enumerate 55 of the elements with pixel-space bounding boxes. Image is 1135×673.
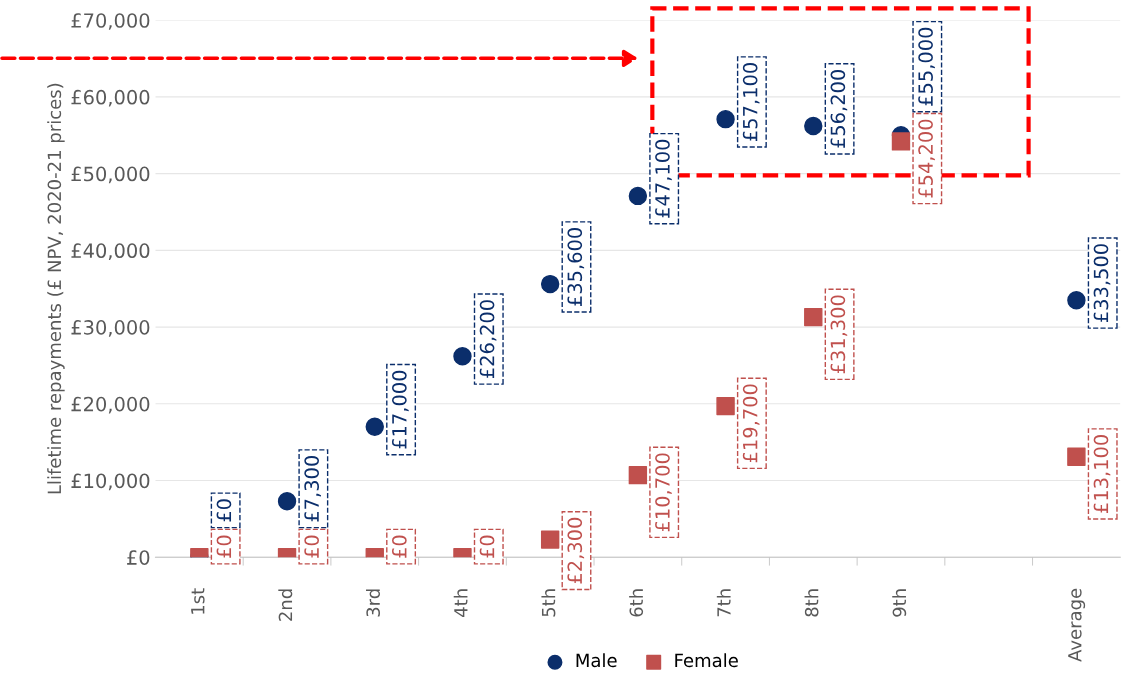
data-label: £26,200 <box>479 300 497 379</box>
data-label: £33,500 <box>1093 244 1111 323</box>
data-label: £47,100 <box>655 139 672 218</box>
y-tick-label: £20,000 <box>71 396 150 414</box>
legend-label: Male <box>576 653 617 668</box>
point <box>277 492 297 511</box>
point <box>1067 291 1086 310</box>
x-tick-label: 7th <box>716 589 731 617</box>
x-tick-label: 5th <box>541 589 556 617</box>
point <box>716 109 735 129</box>
point <box>453 347 472 366</box>
point <box>1067 447 1086 466</box>
data-label: £0 <box>392 535 407 558</box>
point <box>804 307 823 327</box>
y-tick-label: £0 <box>127 550 150 565</box>
x-tick-label: 2nd <box>278 589 293 621</box>
data-label: £0 <box>216 499 232 522</box>
point <box>540 530 560 549</box>
data-label: £17,000 <box>392 370 409 449</box>
legend-label: Female <box>675 653 738 668</box>
y-tick-label: £70,000 <box>71 13 150 30</box>
y-tick-label: £30,000 <box>71 320 150 337</box>
point <box>804 116 823 136</box>
data-label: £57,100 <box>742 63 760 141</box>
x-tick-label: 9th <box>892 589 907 617</box>
y-tick-label: £10,000 <box>71 473 150 491</box>
x-tick-label: Average <box>1068 588 1086 662</box>
data-label: £2,300 <box>567 517 585 584</box>
x-tick-label: 4th <box>453 589 468 617</box>
point <box>540 274 560 294</box>
point <box>365 417 384 437</box>
data-label: £56,200 <box>830 69 848 148</box>
y-tick-label: £40,000 <box>71 243 150 260</box>
data-label: £35,600 <box>567 228 585 306</box>
y-tick-label: £60,000 <box>71 89 150 107</box>
data-label: £31,300 <box>830 295 848 374</box>
point <box>628 186 648 206</box>
data-label: £13,100 <box>1093 435 1111 513</box>
point <box>891 132 911 151</box>
data-label: £0 <box>479 535 495 558</box>
point <box>628 465 648 485</box>
data-label: £10,700 <box>655 453 672 532</box>
y-axis-title: Llifetime repayments (£ NPV, 2020-21 prices) <box>47 83 65 494</box>
x-tick-label: 6th <box>629 589 644 617</box>
data-label: £7,300 <box>304 455 321 522</box>
data-label: £0 <box>216 535 232 558</box>
data-label: £55,000 <box>918 27 935 106</box>
x-tick-label: 3rd <box>366 589 380 617</box>
data-label: £0 <box>304 535 320 558</box>
point <box>716 396 735 416</box>
data-label: £54,200 <box>918 119 935 198</box>
x-tick-label: 8th <box>804 589 819 617</box>
y-tick-label: £50,000 <box>71 166 150 184</box>
x-tick-label: 1st <box>191 588 205 614</box>
data-label: £19,700 <box>742 384 760 463</box>
